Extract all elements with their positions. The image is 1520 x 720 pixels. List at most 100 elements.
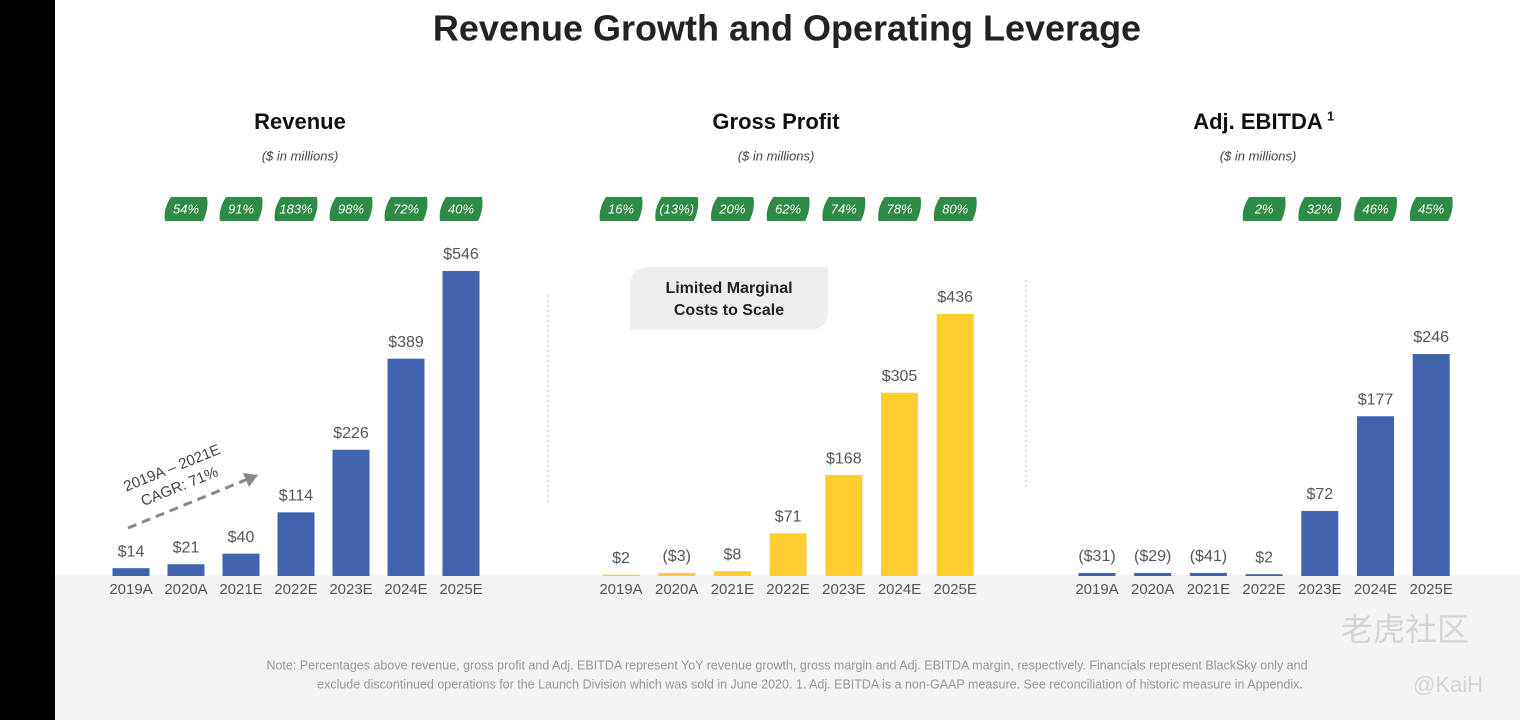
growth-label: (13%) bbox=[659, 201, 694, 216]
growth-label: 20% bbox=[718, 201, 745, 216]
bar bbox=[881, 392, 918, 576]
slide-title: Revenue Growth and Operating Leverage bbox=[433, 8, 1141, 49]
footer-band bbox=[55, 575, 1520, 720]
callout-text: Limited Marginal bbox=[665, 280, 792, 297]
value-label: $177 bbox=[1358, 391, 1394, 408]
chart-subtitle: ($ in millions) bbox=[262, 148, 339, 163]
chart-title: Adj. EBITDA bbox=[1193, 109, 1323, 134]
bar bbox=[936, 314, 974, 576]
bar bbox=[1245, 574, 1283, 576]
x-tick-label: 2025E bbox=[1410, 581, 1453, 598]
value-label: $14 bbox=[118, 543, 145, 560]
growth-label: 72% bbox=[393, 201, 419, 216]
value-label: $436 bbox=[937, 289, 973, 306]
growth-badge bbox=[655, 197, 699, 221]
growth-label: 40% bbox=[448, 201, 474, 216]
x-tick-label: 2021E bbox=[219, 581, 262, 598]
bar bbox=[602, 574, 640, 576]
x-tick-label: 2021E bbox=[711, 581, 754, 598]
bar bbox=[1134, 573, 1172, 576]
side-bar bbox=[0, 0, 55, 720]
x-tick-label: 2025E bbox=[934, 581, 977, 598]
growth-label: 16% bbox=[608, 201, 634, 216]
chart-subtitle: ($ in millions) bbox=[1220, 148, 1297, 163]
x-tick-label: 2022E bbox=[766, 581, 809, 598]
growth-label: 78% bbox=[886, 201, 912, 216]
value-label: $72 bbox=[1306, 486, 1333, 503]
arrow-head bbox=[243, 473, 258, 487]
x-tick-label: 2023E bbox=[822, 581, 865, 598]
chart-title: Gross Profit bbox=[712, 109, 840, 134]
x-tick-label: 2020A bbox=[164, 581, 207, 598]
value-label: $8 bbox=[724, 546, 742, 563]
growth-label: 32% bbox=[1307, 201, 1333, 216]
x-tick-label: 2023E bbox=[1298, 581, 1341, 598]
growth-badge bbox=[1298, 197, 1342, 221]
note: exclude discontinued operations for the … bbox=[317, 677, 1303, 691]
bar bbox=[1189, 573, 1227, 576]
note: Note: Percentages above revenue, gross p… bbox=[266, 658, 1307, 672]
bar bbox=[277, 512, 315, 576]
growth-badge bbox=[933, 197, 977, 221]
callout bbox=[630, 267, 828, 330]
x-tick-label: 2021E bbox=[1187, 581, 1230, 598]
x-tick-label: 2019A bbox=[1075, 581, 1118, 598]
value-label: ($29) bbox=[1134, 548, 1171, 565]
growth-badge bbox=[439, 197, 483, 221]
growth-label: 74% bbox=[831, 201, 857, 216]
chart-title: Revenue bbox=[254, 109, 346, 134]
x-tick-label: 2022E bbox=[1242, 581, 1285, 598]
bar bbox=[769, 533, 807, 576]
title-note: 1 bbox=[1327, 108, 1334, 123]
growth-label: 98% bbox=[338, 201, 364, 216]
growth-badge bbox=[1242, 197, 1286, 221]
value-label: $71 bbox=[775, 509, 802, 526]
value-label: $305 bbox=[882, 368, 918, 385]
value-label: ($31) bbox=[1078, 548, 1115, 565]
value-label: $114 bbox=[279, 488, 314, 505]
value-label: $168 bbox=[826, 450, 862, 467]
bar bbox=[442, 271, 480, 576]
value-label: $2 bbox=[1255, 549, 1273, 566]
growth-label: 2% bbox=[1254, 201, 1274, 216]
value-label: $546 bbox=[443, 246, 479, 263]
bar bbox=[387, 358, 425, 576]
growth-badge bbox=[219, 197, 263, 221]
value-label: $246 bbox=[1413, 329, 1449, 346]
bar bbox=[825, 475, 863, 576]
value-label: ($41) bbox=[1190, 548, 1227, 565]
callout-text: Costs to Scale bbox=[674, 302, 784, 319]
cagr-note: 2019A – 2021E CAGR: 71% bbox=[121, 441, 223, 510]
x-tick-label: 2025E bbox=[439, 581, 482, 598]
growth-badge bbox=[1354, 197, 1397, 221]
watermark: 老虎社区 bbox=[1341, 611, 1469, 647]
x-tick-label: 2020A bbox=[655, 581, 698, 598]
bar bbox=[1301, 511, 1339, 576]
value-label: $389 bbox=[388, 334, 424, 351]
growth-badge bbox=[274, 197, 318, 221]
chart-subtitle: ($ in millions) bbox=[738, 148, 815, 163]
growth-badge bbox=[878, 197, 921, 221]
x-tick-label: 2024E bbox=[1354, 581, 1397, 598]
growth-badge bbox=[599, 197, 643, 221]
growth-label: 91% bbox=[228, 201, 254, 216]
bar bbox=[1078, 573, 1116, 576]
bar bbox=[167, 564, 205, 576]
bar bbox=[1412, 354, 1450, 576]
x-tick-label: 2022E bbox=[274, 581, 317, 598]
value-label: $21 bbox=[173, 539, 200, 556]
growth-badge bbox=[164, 197, 208, 221]
growth-badge bbox=[766, 197, 810, 221]
x-tick-label: 2024E bbox=[384, 581, 427, 598]
bar bbox=[713, 571, 751, 576]
bar bbox=[332, 449, 370, 576]
growth-badge bbox=[822, 197, 866, 221]
bar bbox=[658, 573, 696, 576]
growth-label: 62% bbox=[775, 201, 801, 216]
growth-label: 183% bbox=[279, 201, 312, 216]
x-tick-label: 2023E bbox=[329, 581, 372, 598]
value-label: $2 bbox=[612, 550, 630, 567]
growth-badge bbox=[384, 197, 428, 221]
growth-label: 80% bbox=[942, 201, 968, 216]
